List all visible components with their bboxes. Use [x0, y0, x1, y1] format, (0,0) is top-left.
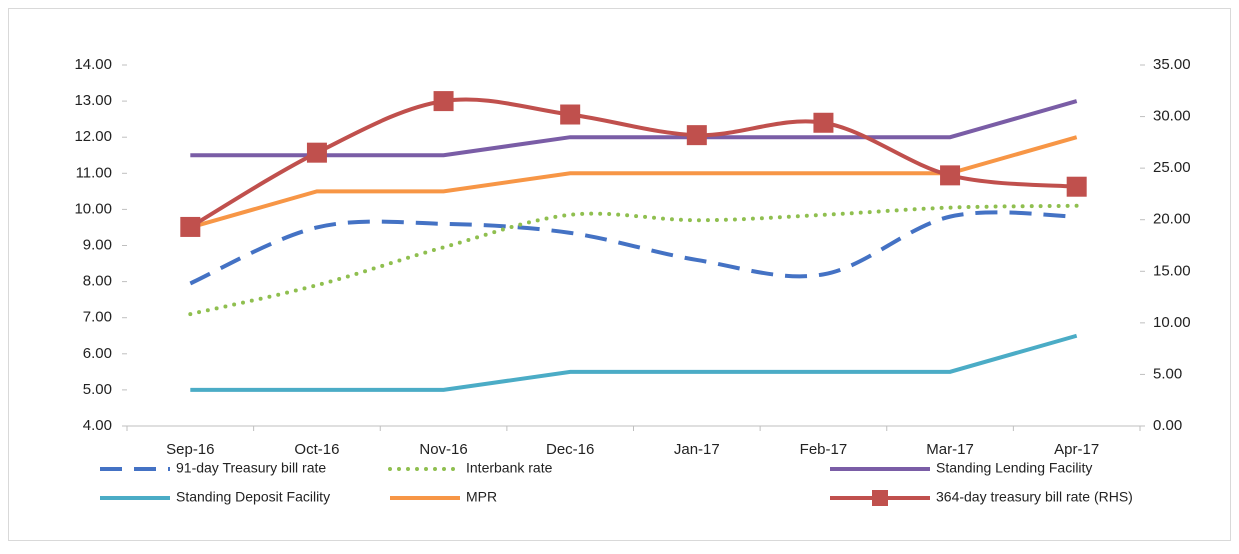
series-line: [189, 210, 1077, 286]
y2-tick-label: 35.00: [1153, 56, 1191, 73]
y-tick-label: 10.00: [74, 200, 112, 217]
y2-tick-label: 10.00: [1153, 314, 1191, 331]
y-tick-label: 8.00: [83, 273, 112, 290]
legend-label: 364-day treasury bill rate (RHS): [936, 489, 1133, 505]
y-tick-label: 7.00: [83, 309, 112, 326]
series-line: [189, 135, 1078, 230]
marker: [433, 91, 454, 112]
y-tick-label: 5.00: [83, 381, 112, 398]
chart-border: [8, 8, 1231, 541]
x-tick-label: Jan-17: [674, 441, 720, 458]
y2-tick-label: 25.00: [1153, 159, 1191, 176]
legend: 91-day Treasury bill rate Interbank rate S…: [100, 460, 1133, 506]
series-line: [190, 99, 1078, 158]
marker: [180, 216, 201, 237]
y-tick-label: 9.00: [83, 236, 112, 253]
marker: [306, 142, 327, 163]
y2-tick-label: 20.00: [1153, 211, 1191, 228]
series-line: [188, 203, 1079, 317]
legend-label: Interbank rate: [466, 460, 553, 476]
marker: [940, 165, 961, 186]
y-tick-label: 14.00: [74, 56, 112, 73]
y-tick-label: 6.00: [83, 345, 112, 362]
legend-label: Standing Lending Facility: [936, 460, 1092, 476]
x-tick-label: Sep-16: [166, 441, 214, 458]
y2-tick-label: 15.00: [1153, 262, 1191, 279]
y2-tick-label: 5.00: [1153, 365, 1182, 382]
x-tick-label: Nov-16: [419, 441, 467, 458]
y-tick-label: 4.00: [83, 417, 112, 434]
marker: [560, 104, 581, 125]
y2-tick-label: 30.00: [1153, 108, 1191, 125]
marker: [686, 125, 707, 146]
legend-label: 91-day Treasury bill rate: [176, 460, 326, 476]
x-tick-label: Dec-16: [546, 441, 594, 458]
series-line: [190, 333, 1078, 392]
x-tick-label: Feb-17: [800, 441, 848, 458]
legend-marker: [872, 490, 888, 506]
y-tick-label: 13.00: [74, 92, 112, 109]
x-tick-label: Oct-16: [294, 441, 339, 458]
y-tick-label: 11.00: [76, 164, 112, 181]
x-tick-label: Apr-17: [1054, 441, 1099, 458]
legend-label: MPR: [466, 489, 497, 505]
x-tick-label: Mar-17: [926, 441, 974, 458]
y2-tick-label: 0.00: [1153, 417, 1182, 434]
marker: [813, 112, 834, 133]
y-tick-label: 12.00: [74, 128, 112, 145]
legend-label: Standing Deposit Facility: [176, 489, 330, 505]
marker: [1066, 176, 1087, 197]
